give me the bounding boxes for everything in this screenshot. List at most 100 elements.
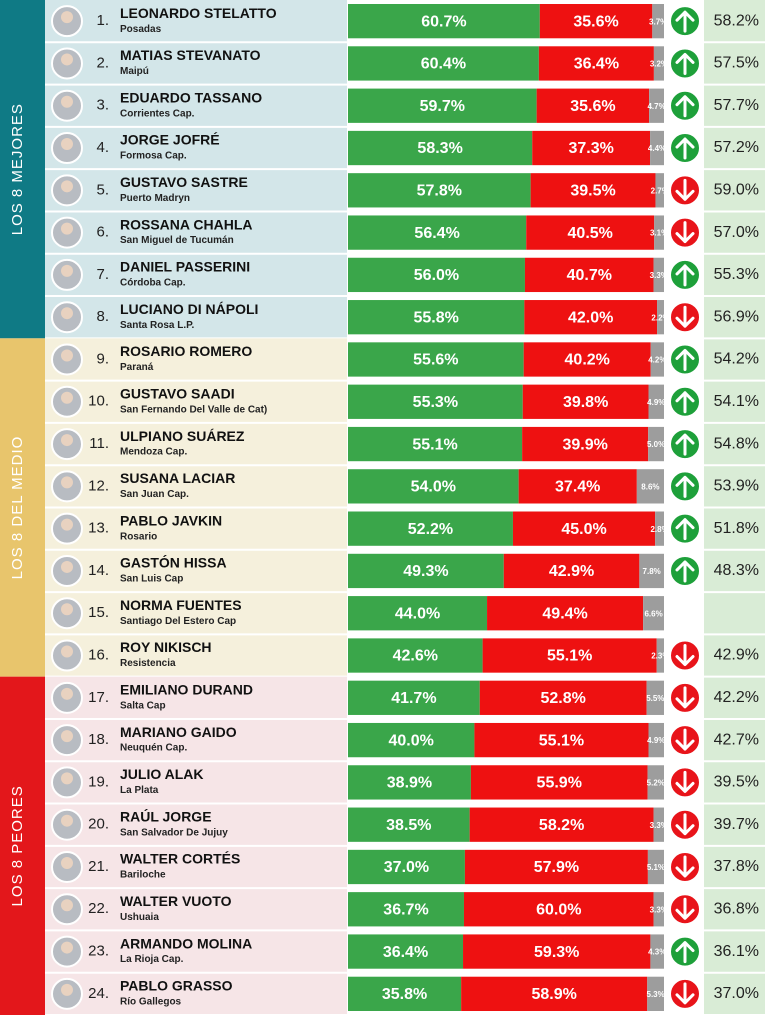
city: Resistencia bbox=[120, 658, 176, 669]
trend-arrow bbox=[669, 935, 701, 968]
bar-segment bbox=[648, 426, 664, 462]
previous-value: 58.2% bbox=[714, 12, 759, 29]
value-label: 35.6% bbox=[570, 98, 615, 115]
bar-segment bbox=[653, 46, 664, 81]
rank: 20. bbox=[88, 816, 109, 833]
bar-segment bbox=[539, 4, 653, 39]
value-label: 6.6% bbox=[644, 609, 662, 618]
bar-segment bbox=[348, 892, 464, 927]
photo-head bbox=[61, 476, 73, 489]
city: La Plata bbox=[120, 785, 159, 796]
bar-segment bbox=[348, 638, 483, 673]
value-label: 38.5% bbox=[386, 817, 431, 834]
photo-head bbox=[61, 518, 73, 531]
value-label: 37.4% bbox=[555, 479, 600, 496]
name: LUCIANO DI NÁPOLI bbox=[120, 301, 258, 317]
bar-segment bbox=[470, 765, 648, 800]
photo-head bbox=[61, 687, 73, 700]
bar-segment bbox=[652, 4, 664, 39]
trend-arrow bbox=[669, 554, 701, 587]
value-label: 4.4% bbox=[648, 144, 666, 153]
photo-head bbox=[61, 434, 73, 447]
name: PABLO GRASSO bbox=[120, 978, 233, 994]
rank: 10. bbox=[88, 393, 109, 410]
bar-segment bbox=[639, 553, 664, 589]
bar-segment bbox=[348, 173, 531, 208]
trend-arrow bbox=[669, 893, 701, 926]
rank: 21. bbox=[88, 858, 109, 875]
group-band bbox=[0, 338, 45, 677]
trend-arrow bbox=[669, 470, 701, 503]
arrow-shape bbox=[675, 518, 695, 541]
value-label: 4.9% bbox=[647, 398, 665, 407]
value-label: 40.7% bbox=[567, 267, 612, 284]
previous-value: 37.0% bbox=[714, 985, 759, 1002]
photo-head bbox=[61, 603, 73, 616]
bar-segment bbox=[653, 892, 664, 927]
value-label: 37.0% bbox=[384, 859, 429, 876]
city: La Rioja Cap. bbox=[120, 954, 184, 965]
bar-segment bbox=[522, 384, 649, 419]
city: San Salvador De Jujuy bbox=[120, 827, 228, 838]
value-label: 35.6% bbox=[573, 13, 618, 30]
arrow-shape bbox=[675, 475, 695, 498]
trend-arrow bbox=[669, 216, 701, 249]
name: EDUARDO TASSANO bbox=[120, 89, 262, 105]
bar-segment bbox=[482, 638, 657, 673]
bar-segment bbox=[518, 469, 637, 504]
group-label: LOS 8 DEL MEDIO bbox=[9, 436, 26, 580]
arrow-shape bbox=[675, 686, 695, 709]
rank: 5. bbox=[96, 181, 109, 198]
rank: 17. bbox=[88, 689, 109, 706]
value-label: 59.3% bbox=[534, 944, 579, 961]
value-label: 55.3% bbox=[413, 394, 458, 411]
value-label: 55.1% bbox=[547, 648, 592, 665]
value-label: 44.0% bbox=[395, 605, 440, 622]
name: NORMA FUENTES bbox=[120, 597, 242, 613]
photo-head bbox=[61, 730, 73, 743]
bar-segment bbox=[538, 46, 654, 81]
rank: 24. bbox=[88, 985, 109, 1002]
bar-segment bbox=[522, 426, 649, 462]
arrow-shape bbox=[675, 433, 695, 456]
name: MARIANO GAIDO bbox=[120, 724, 237, 740]
rank: 11. bbox=[89, 435, 109, 452]
name: ARMANDO MOLINA bbox=[120, 935, 252, 951]
photo-head bbox=[61, 95, 73, 108]
rank: 18. bbox=[88, 731, 109, 748]
bar-segment bbox=[656, 638, 664, 673]
name: ROY NIKISCH bbox=[120, 639, 212, 655]
city: Rosario bbox=[120, 531, 157, 542]
value-label: 55.1% bbox=[412, 436, 457, 453]
rank: 13. bbox=[88, 520, 109, 537]
name: GASTÓN HISSA bbox=[120, 554, 227, 571]
previous-value: 51.8% bbox=[714, 520, 759, 537]
trend-arrow bbox=[669, 47, 701, 80]
bar-segment bbox=[348, 553, 504, 589]
bar-segment bbox=[348, 215, 527, 250]
value-label: 39.5% bbox=[570, 183, 615, 200]
value-label: 5.3% bbox=[647, 990, 665, 999]
bar-segment bbox=[348, 934, 464, 969]
arrow-shape bbox=[675, 644, 695, 667]
arrow-shape bbox=[675, 95, 695, 118]
previous-value: 36.8% bbox=[714, 900, 759, 917]
arrow-shape bbox=[675, 855, 695, 878]
bar-segment bbox=[523, 342, 651, 377]
value-label: 49.4% bbox=[542, 605, 587, 622]
trend-arrow bbox=[669, 977, 701, 1010]
bar-segment bbox=[348, 722, 475, 758]
value-label: 5.0% bbox=[647, 440, 665, 449]
city: San Luis Cap bbox=[120, 574, 183, 585]
bar-segment bbox=[643, 596, 664, 631]
previous-value: 59.0% bbox=[714, 182, 759, 199]
previous-value: 57.7% bbox=[714, 97, 759, 114]
value-label: 58.3% bbox=[417, 140, 462, 157]
value-label: 42.6% bbox=[393, 648, 438, 665]
name: JULIO ALAK bbox=[120, 766, 203, 782]
trend-arrow bbox=[669, 343, 701, 376]
value-label: 52.2% bbox=[408, 521, 453, 538]
value-label: 39.9% bbox=[562, 436, 607, 453]
photo-head bbox=[61, 53, 73, 66]
previous-value: 55.3% bbox=[714, 266, 759, 283]
